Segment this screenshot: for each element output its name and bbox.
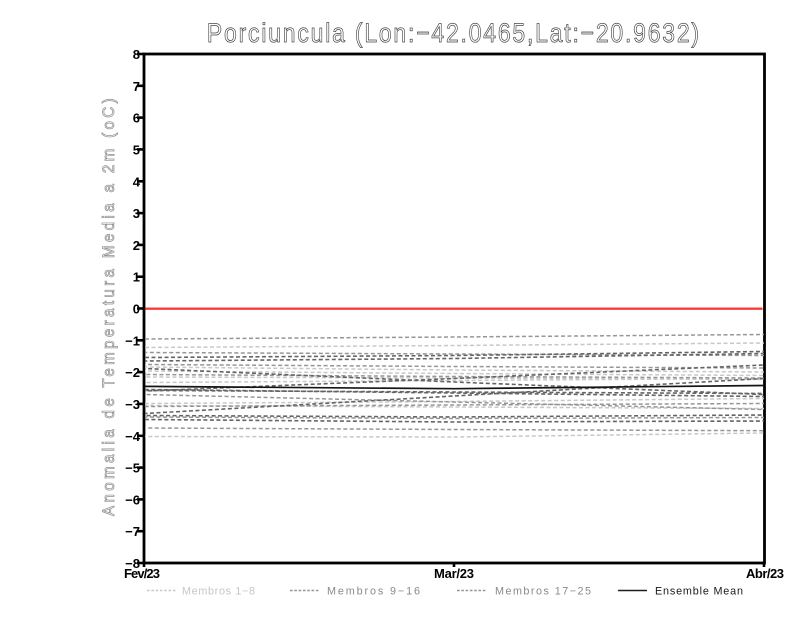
svg-text:Abr/23: Abr/23 <box>746 566 784 581</box>
svg-text:Ensemble Mean: Ensemble Mean <box>655 586 743 598</box>
svg-text:Membros 17−25: Membros 17−25 <box>495 586 591 598</box>
svg-text:−2: −2 <box>125 365 140 380</box>
svg-text:−1: −1 <box>125 333 140 348</box>
svg-text:−6: −6 <box>125 492 140 507</box>
svg-text:−5: −5 <box>125 461 140 476</box>
svg-text:4: 4 <box>133 174 141 189</box>
svg-text:1: 1 <box>133 270 140 285</box>
svg-text:Anomalia de Temperatura Media: Anomalia de Temperatura Media a 2m (oC) <box>100 98 118 516</box>
svg-text:−8: −8 <box>125 556 140 571</box>
svg-text:Fev/23: Fev/23 <box>124 566 160 581</box>
svg-text:3: 3 <box>133 206 140 221</box>
svg-text:Porciuncula (Lon:−42.0465,Lat:: Porciuncula (Lon:−42.0465,Lat:−20.9632) <box>207 18 699 48</box>
svg-text:8: 8 <box>133 47 140 62</box>
svg-text:5: 5 <box>133 142 140 157</box>
svg-text:−3: −3 <box>125 397 140 412</box>
svg-text:−7: −7 <box>125 524 140 539</box>
svg-text:−4: −4 <box>125 429 141 444</box>
svg-text:2: 2 <box>133 238 140 253</box>
svg-text:0: 0 <box>133 302 140 317</box>
svg-text:Membros 9−16: Membros 9−16 <box>327 586 420 598</box>
svg-text:6: 6 <box>133 111 140 126</box>
svg-text:Mar/23: Mar/23 <box>434 566 474 581</box>
svg-text:Membros 1−8: Membros 1−8 <box>182 586 255 598</box>
svg-text:7: 7 <box>133 79 140 94</box>
